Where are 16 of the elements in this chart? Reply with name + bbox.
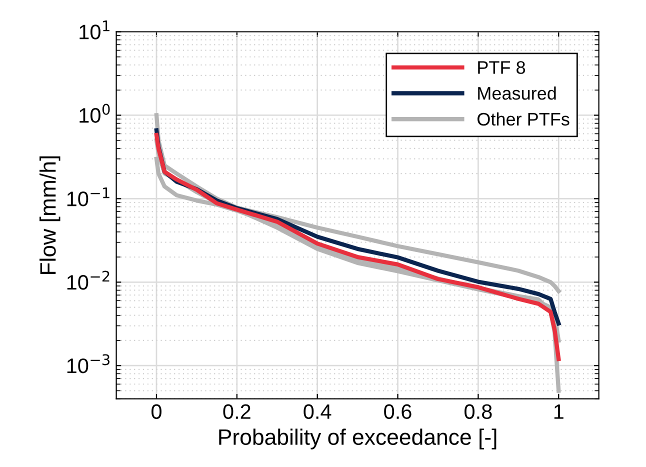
y-tick-label: 10$^{1}$ [80,20,110,40]
x-axis-title: Probability of exceedance [-] [219,428,496,450]
x-tick-label: 0.2 [223,404,250,419]
x-tick-label: 0.4 [304,404,332,419]
y-tick-label: 10$^{−3}$ [67,354,110,374]
legend-label: PTF 8 [478,61,526,74]
x-tick-label: 0.8 [464,404,492,419]
x-tick-label: 0 [152,404,162,419]
y-tick-label: 10$^{0}$ [80,104,110,123]
x-tick-label: 0.6 [384,404,412,419]
x-tick-label: 1 [554,404,564,419]
legend-label: Measured [478,86,556,100]
y-axis-title: Flow [mm/h] [40,156,60,274]
legend-label: Other PTFs [478,112,570,126]
y-tick-label: 10$^{−1}$ [67,187,110,206]
y-tick-label: 10$^{−2}$ [67,270,110,290]
